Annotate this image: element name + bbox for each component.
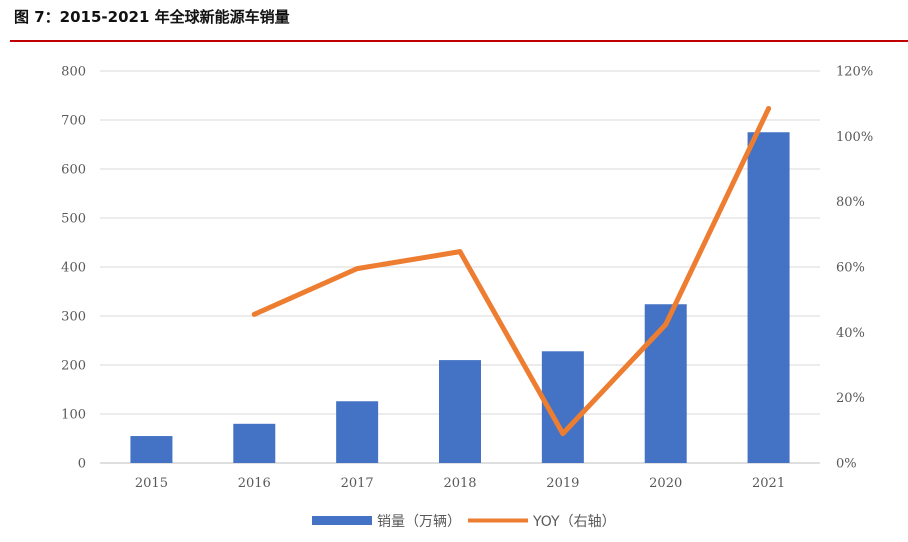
- y-left-tick-label: 100: [61, 408, 86, 423]
- yoy-point-2016: [251, 311, 257, 317]
- bar-2018: [439, 360, 481, 463]
- legend-bar-swatch: [312, 516, 372, 525]
- x-axis: 2015 2016 2017 2018 2019 2020 2021: [135, 476, 785, 491]
- y-right-tick-label: 40%: [836, 326, 865, 341]
- figure-title: 图 7：2015-2021 年全球新能源车销量: [14, 8, 290, 26]
- yoy-point-2018: [457, 249, 463, 255]
- bar-2021: [747, 132, 790, 463]
- line-series: [251, 106, 772, 437]
- yoy-line: [251, 106, 772, 437]
- y-right-tick-label: 60%: [836, 261, 865, 276]
- legend-line-label: YOY（右轴）: [532, 514, 616, 530]
- y-axis-right: 0% 20% 40% 60% 80% 100% 120%: [836, 65, 873, 472]
- y-left-tick-label: 800: [61, 65, 86, 80]
- bar-2015: [130, 436, 173, 463]
- y-axis-left: 0 100 200 300 400 500 600 700 800: [61, 65, 86, 472]
- x-tick-label: 2021: [752, 476, 785, 491]
- yoy-point-2017: [354, 266, 360, 272]
- y-left-tick-label: 400: [61, 261, 86, 276]
- y-right-tick-label: 100%: [836, 130, 873, 145]
- y-left-tick-label: 0: [78, 457, 86, 472]
- yoy-point-2021: [766, 106, 772, 112]
- legend: 销量（万辆） YOY（右轴）: [312, 514, 616, 530]
- y-left-tick-label: 200: [61, 359, 86, 374]
- y-right-tick-label: 80%: [836, 195, 865, 210]
- title-rule: [10, 40, 908, 42]
- x-tick-label: 2018: [443, 476, 476, 491]
- x-tick-label: 2017: [341, 476, 374, 491]
- bar-series: [130, 132, 790, 463]
- y-left-tick-label: 700: [61, 114, 86, 129]
- legend-bar-label: 销量（万辆）: [377, 514, 461, 530]
- bar-2016: [233, 423, 276, 463]
- x-tick-label: 2019: [546, 476, 579, 491]
- y-left-tick-label: 300: [61, 310, 86, 325]
- yoy-point-2019: [560, 431, 566, 437]
- x-tick-label: 2015: [135, 476, 168, 491]
- y-left-tick-label: 600: [61, 163, 86, 178]
- x-tick-label: 2016: [238, 476, 271, 491]
- yoy-point-2020: [663, 321, 669, 327]
- y-right-tick-label: 20%: [836, 391, 865, 406]
- x-tick-label: 2020: [649, 476, 682, 491]
- y-right-tick-label: 0%: [836, 457, 857, 472]
- y-right-tick-label: 120%: [836, 65, 873, 80]
- bar-2017: [336, 401, 379, 463]
- y-left-tick-label: 500: [61, 212, 86, 227]
- bar-2020: [644, 304, 687, 463]
